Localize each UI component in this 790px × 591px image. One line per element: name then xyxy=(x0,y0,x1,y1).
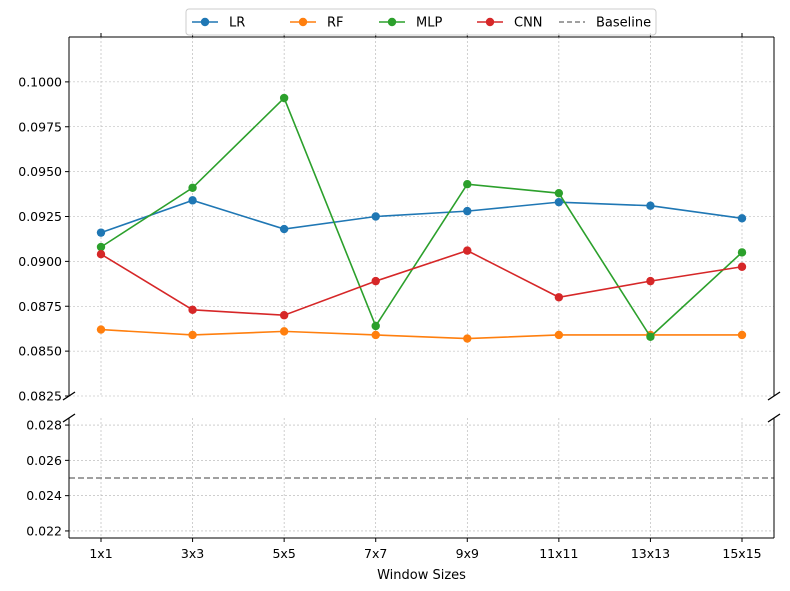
data-point-lr xyxy=(371,212,380,221)
x-tick-label: 5x5 xyxy=(272,546,295,561)
legend-label: CNN xyxy=(514,16,543,31)
top-panel-y-ticks: 0.0825 0.0850 0.0875 0.0900 0.0925 0.0950 0.09… xyxy=(18,74,69,404)
break-mark xyxy=(62,391,76,401)
data-point-cnn xyxy=(188,305,197,315)
data-point-rf xyxy=(737,330,747,340)
legend-entry-mlp: MLP xyxy=(379,16,442,31)
data-point-rf xyxy=(371,330,380,340)
data-point-mlp xyxy=(463,179,472,189)
legend-entry-lr: LR xyxy=(192,16,245,31)
data-point-lr xyxy=(279,224,289,234)
bottom-panel-grid xyxy=(69,418,774,538)
data-point-mlp xyxy=(371,321,380,331)
legend-label: RF xyxy=(327,16,344,31)
series-line-rf xyxy=(100,328,742,340)
legend-label: Baseline xyxy=(596,16,651,31)
y-tick-label: 0.024 xyxy=(26,488,62,503)
legend-box xyxy=(185,8,657,36)
axes-frames xyxy=(68,33,775,539)
data-point-cnn xyxy=(554,293,564,302)
axis-break-marks xyxy=(62,391,781,423)
y-tick-label: 0.1000 xyxy=(18,74,62,89)
data-point-cnn xyxy=(279,311,289,320)
data-point-lr xyxy=(554,197,564,207)
series-layer xyxy=(96,93,747,343)
break-mark xyxy=(767,391,781,401)
y-tick-label: 0.0850 xyxy=(18,344,62,359)
data-point-mlp xyxy=(646,332,655,341)
data-point-lr xyxy=(96,228,106,237)
data-point-cnn xyxy=(96,249,106,259)
x-tick-label: 1x1 xyxy=(89,546,112,561)
data-point-cnn xyxy=(737,262,747,271)
y-tick-label: 0.026 xyxy=(26,453,62,468)
series-rf xyxy=(96,325,747,343)
data-point-mlp xyxy=(96,242,106,252)
data-point-cnn xyxy=(371,276,380,286)
y-tick-label: 0.0950 xyxy=(18,164,62,179)
data-point-rf xyxy=(96,325,106,334)
x-tick-label: 3x3 xyxy=(181,546,204,561)
legend-entry-baseline: Baseline xyxy=(559,16,651,31)
data-point-mlp xyxy=(737,248,747,257)
x-tick-label: 9x9 xyxy=(456,546,479,561)
legend-marker xyxy=(200,17,210,27)
legend-entry-rf: RF xyxy=(290,16,344,31)
series-lr xyxy=(96,196,747,237)
y-tick-label: 0.0900 xyxy=(18,254,62,269)
data-point-lr xyxy=(463,206,472,216)
data-point-rf xyxy=(188,330,197,340)
legend: LR RF MLP CNN Baseline xyxy=(185,8,657,36)
y-tick-label: 0.0925 xyxy=(18,209,62,224)
data-point-cnn xyxy=(463,246,472,255)
break-mark xyxy=(62,413,76,423)
data-point-mlp xyxy=(554,188,564,198)
x-tick-label: 11x11 xyxy=(539,546,578,561)
legend-entry-cnn: CNN xyxy=(477,16,543,31)
series-line-cnn xyxy=(100,249,743,317)
legend-label: LR xyxy=(229,16,245,31)
y-tick-label: 0.022 xyxy=(26,523,62,538)
break-mark xyxy=(767,413,781,423)
y-tick-label: 0.0975 xyxy=(18,119,62,134)
data-point-rf xyxy=(463,334,472,343)
legend-marker xyxy=(387,17,397,27)
series-line-lr xyxy=(100,199,743,234)
data-point-lr xyxy=(646,201,655,210)
data-point-mlp xyxy=(188,183,197,192)
x-tick-label: 13x13 xyxy=(631,546,670,561)
x-tick-label: 7x7 xyxy=(364,546,387,561)
x-tick-label: 15x15 xyxy=(722,546,761,561)
y-tick-label: 0.0825 xyxy=(18,389,62,404)
series-mlp xyxy=(96,93,747,341)
data-point-rf xyxy=(279,327,289,336)
y-tick-label: 0.028 xyxy=(26,418,62,433)
series-line-mlp xyxy=(100,96,743,339)
bottom-panel-y-ticks: 0.022 0.024 0.026 0.028 xyxy=(26,418,69,538)
legend-marker xyxy=(485,17,495,27)
x-axis-title: Window Sizes xyxy=(377,568,466,583)
data-point-cnn xyxy=(646,276,655,286)
data-point-rf xyxy=(554,330,564,340)
legend-label: MLP xyxy=(416,16,442,31)
top-panel-grid xyxy=(69,37,774,397)
x-axis-ticks: 1x1 3x3 5x5 7x7 9x9 11x11 13x13 15x15 xyxy=(89,538,762,561)
data-point-lr xyxy=(188,196,197,205)
legend-marker xyxy=(298,17,308,27)
data-point-lr xyxy=(737,214,747,223)
data-point-mlp xyxy=(279,93,289,103)
series-cnn xyxy=(96,246,747,320)
y-tick-label: 0.0875 xyxy=(18,299,62,314)
